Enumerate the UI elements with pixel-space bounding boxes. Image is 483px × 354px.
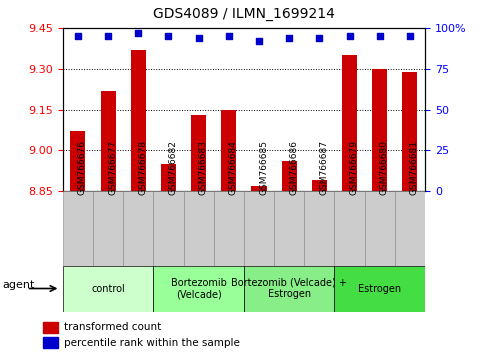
Bar [342,56,357,191]
Bar [365,191,395,266]
Bar [93,191,123,266]
Bar [63,191,93,266]
Bar [131,50,146,191]
Text: GSM766687: GSM766687 [319,140,328,195]
Bar [154,191,184,266]
Text: Bortezomib (Velcade) +
Estrogen: Bortezomib (Velcade) + Estrogen [231,278,347,299]
Text: transformed count: transformed count [64,322,161,332]
Bar [43,322,58,333]
Bar [244,191,274,266]
Bar [335,191,365,266]
Bar [252,186,267,191]
Point [225,34,233,39]
Bar [282,161,297,191]
Bar [274,191,304,266]
Text: control: control [91,284,125,293]
Text: GSM766682: GSM766682 [169,140,177,195]
Point [406,34,414,39]
Text: Bortezomib
(Velcade): Bortezomib (Velcade) [170,278,227,299]
Bar [63,266,154,312]
Bar [100,91,115,191]
Text: GSM766683: GSM766683 [199,140,208,195]
Text: GSM766676: GSM766676 [78,140,87,195]
Bar [43,337,58,348]
Point [255,39,263,44]
Point [74,34,82,39]
Bar [372,69,387,191]
Bar [161,164,176,191]
Bar [213,191,244,266]
Bar [244,266,334,312]
Text: GSM766677: GSM766677 [108,140,117,195]
Text: GSM766684: GSM766684 [229,140,238,195]
Point [104,34,112,39]
Point [285,35,293,41]
Bar [395,191,425,266]
Bar [191,115,206,191]
Text: GSM766685: GSM766685 [259,140,268,195]
Point [134,30,142,36]
Text: GSM766678: GSM766678 [138,140,147,195]
Text: GSM766686: GSM766686 [289,140,298,195]
Text: GSM766680: GSM766680 [380,140,389,195]
Point [376,34,384,39]
Bar [221,110,236,191]
Bar [335,266,425,312]
Point [315,35,323,41]
Text: GSM766681: GSM766681 [410,140,419,195]
Bar [123,191,154,266]
Text: GSM766679: GSM766679 [350,140,358,195]
Text: GDS4089 / ILMN_1699214: GDS4089 / ILMN_1699214 [153,7,335,21]
Text: percentile rank within the sample: percentile rank within the sample [64,338,240,348]
Bar [71,131,85,191]
Bar [402,72,417,191]
Point [346,34,354,39]
Text: Estrogen: Estrogen [358,284,401,293]
Point [165,34,172,39]
Bar [184,191,213,266]
Text: agent: agent [2,280,35,290]
Bar [312,180,327,191]
Bar [304,191,335,266]
Bar [154,266,244,312]
Point [195,35,202,41]
